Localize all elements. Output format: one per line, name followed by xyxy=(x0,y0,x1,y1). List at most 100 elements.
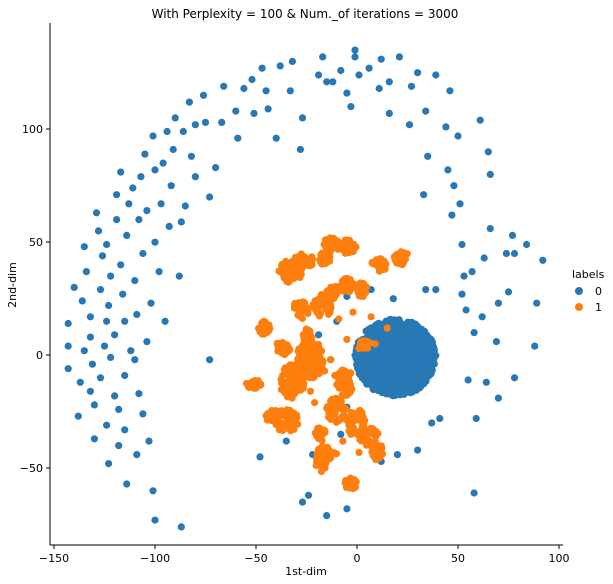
scatter-point xyxy=(315,331,323,339)
scatter-point xyxy=(320,241,328,249)
scatter-point xyxy=(306,387,315,395)
scatter-point xyxy=(409,335,418,343)
scatter-point xyxy=(389,376,398,384)
scatter-point xyxy=(286,87,294,95)
scatter-point xyxy=(273,413,281,421)
scatter-point xyxy=(510,249,519,258)
scatter-point xyxy=(432,71,440,79)
scatter-point xyxy=(105,460,113,468)
scatter-point xyxy=(355,71,363,79)
scatter-point xyxy=(410,361,418,369)
scatter-point xyxy=(334,403,342,411)
scatter-point xyxy=(284,380,292,388)
scatter-point xyxy=(286,346,294,354)
scatter-point xyxy=(206,356,214,364)
scatter-point xyxy=(361,352,369,361)
scatter-point xyxy=(361,430,369,438)
scatter-point xyxy=(240,84,248,93)
scatter-point xyxy=(131,356,139,364)
x-tick-label: 0 xyxy=(353,552,360,565)
scatter-point xyxy=(398,355,407,363)
scatter-point xyxy=(448,211,456,219)
y-tick-label: 50 xyxy=(29,236,43,249)
scatter-point xyxy=(462,306,470,314)
scatter-point xyxy=(300,380,308,388)
scatter-point xyxy=(420,191,428,199)
scatter-point xyxy=(259,318,267,326)
scatter-point xyxy=(115,405,123,413)
scatter-point xyxy=(344,275,352,283)
scatter-point xyxy=(297,359,305,367)
scatter-point xyxy=(80,347,88,355)
scatter-point xyxy=(92,209,101,217)
scatter-point xyxy=(100,342,109,350)
scatter-point xyxy=(177,523,185,531)
scatter-point xyxy=(323,511,331,520)
scatter-point xyxy=(484,148,492,156)
scatter-point xyxy=(175,272,183,280)
scatter-point xyxy=(327,246,335,254)
scatter-point xyxy=(318,437,326,445)
scatter-point xyxy=(151,516,159,524)
scatter-point xyxy=(76,378,84,386)
scatter-point xyxy=(510,374,519,382)
scatter-point xyxy=(234,134,242,142)
scatter-point xyxy=(295,386,303,394)
scatter-point xyxy=(328,291,336,299)
scatter-point xyxy=(283,277,291,285)
scatter-point xyxy=(341,236,349,244)
scatter-point xyxy=(444,166,452,174)
scatter-point xyxy=(127,347,135,355)
scatter-point xyxy=(131,277,139,285)
scatter-point xyxy=(157,200,165,208)
scatter-point xyxy=(402,383,410,391)
scatter-point xyxy=(111,392,119,400)
scatter-point xyxy=(80,243,88,251)
scatter-point xyxy=(486,225,494,233)
legend-label-0: 0 xyxy=(595,285,602,298)
scatter-point xyxy=(315,425,323,434)
scatter-point xyxy=(141,150,149,158)
scatter-point xyxy=(321,367,329,375)
scatter-point xyxy=(412,322,420,330)
scatter-point xyxy=(374,429,382,437)
scatter-point xyxy=(191,173,199,181)
y-tick-label: −50 xyxy=(20,462,43,475)
scatter-point xyxy=(401,323,409,331)
scatter-point xyxy=(416,340,424,348)
scatter-point xyxy=(151,238,159,246)
x-tick-label: −50 xyxy=(244,552,267,565)
scatter-point xyxy=(410,378,418,386)
scatter-point xyxy=(390,253,398,261)
scatter-point xyxy=(345,369,353,377)
scatter-point xyxy=(393,259,401,267)
scatter-point xyxy=(135,390,143,398)
scatter-point xyxy=(392,391,400,399)
scatter-point xyxy=(155,268,163,276)
scatter-point xyxy=(383,340,391,348)
scatter-point xyxy=(304,491,313,499)
scatter-point xyxy=(256,453,264,461)
scatter-point xyxy=(315,370,323,378)
scatter-point xyxy=(340,280,348,288)
scatter-point xyxy=(405,369,413,377)
scatter-point xyxy=(250,383,258,391)
scatter-point xyxy=(107,272,115,280)
scatter-point xyxy=(288,57,296,65)
y-tick-label: 0 xyxy=(36,349,43,362)
scatter-point xyxy=(337,66,345,75)
y-ticks: −50 0 50 100 xyxy=(20,123,50,475)
scatter-point xyxy=(318,347,326,355)
scatter-point xyxy=(375,84,383,93)
scatter-point xyxy=(374,258,382,266)
scatter-point xyxy=(316,300,324,308)
scatter-point xyxy=(371,353,379,361)
scatter-point xyxy=(368,444,376,452)
scatter-point xyxy=(476,116,484,124)
scatter-point xyxy=(292,302,300,310)
scatter-point xyxy=(103,421,111,429)
scatter-point xyxy=(353,350,361,358)
scatter-point xyxy=(432,286,440,294)
scatter-point xyxy=(355,344,363,352)
scatter-point xyxy=(315,71,323,79)
